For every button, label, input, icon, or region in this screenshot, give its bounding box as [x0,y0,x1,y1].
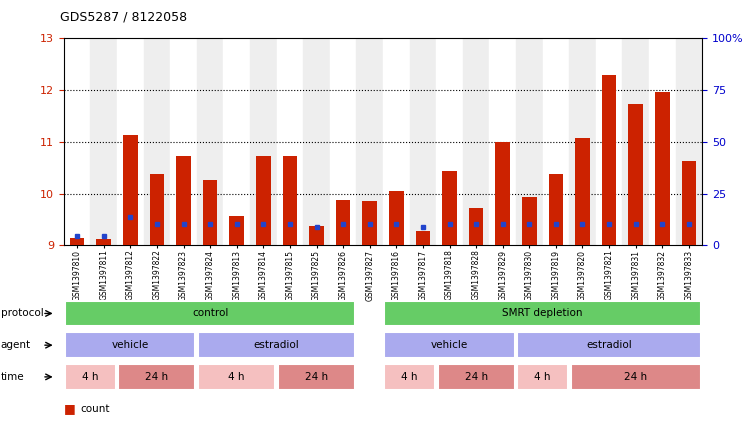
Text: control: control [192,308,228,319]
Bar [250,38,276,245]
Bar [385,332,514,358]
Bar [389,191,403,245]
Text: 24 h: 24 h [465,372,487,382]
Bar [197,38,224,245]
Bar [548,174,563,245]
Text: 4 h: 4 h [228,372,245,382]
Text: 24 h: 24 h [146,372,168,382]
Bar [170,38,197,245]
Bar [256,156,270,245]
Bar [149,174,164,245]
Bar [438,364,514,390]
Bar [119,364,195,390]
Text: agent: agent [1,340,31,350]
Bar [383,38,409,245]
Text: time: time [1,372,24,382]
Bar [463,38,490,245]
Bar [415,231,430,245]
Bar [309,226,324,245]
Bar [409,38,436,245]
Bar [357,38,383,245]
Bar [363,201,377,245]
Bar [278,364,355,390]
Bar [602,75,617,245]
Bar [516,38,543,245]
Text: vehicle: vehicle [431,340,468,350]
Bar [490,38,516,245]
Bar [629,104,643,245]
Text: 4 h: 4 h [82,372,98,382]
Text: GDS5287 / 8122058: GDS5287 / 8122058 [60,10,187,23]
Bar [385,301,701,326]
Bar [143,38,170,245]
Text: 24 h: 24 h [624,372,647,382]
Bar [64,38,90,245]
Bar [224,38,250,245]
Bar [469,208,484,245]
Text: ■: ■ [64,403,76,415]
Bar [517,364,568,390]
Text: SMRT depletion: SMRT depletion [502,308,583,319]
Text: count: count [80,404,110,414]
Bar [229,216,244,245]
Bar [575,137,590,245]
Bar [198,332,355,358]
Bar [522,197,537,245]
Text: estradiol: estradiol [587,340,632,350]
Bar [336,200,351,245]
Text: estradiol: estradiol [254,340,300,350]
Bar [282,156,297,245]
Text: vehicle: vehicle [112,340,149,350]
Bar [682,161,696,245]
Bar [649,38,676,245]
Bar [517,332,701,358]
Bar [276,38,303,245]
Text: 24 h: 24 h [305,372,328,382]
Bar [442,171,457,245]
Text: 4 h: 4 h [401,372,418,382]
Bar [571,364,701,390]
Bar [436,38,463,245]
Bar [496,142,510,245]
Bar [123,135,137,245]
Text: 4 h: 4 h [535,372,550,382]
Bar [330,38,357,245]
Bar [596,38,623,245]
Bar [303,38,330,245]
Bar [385,364,435,390]
Bar [65,301,355,326]
Bar [176,156,191,245]
Bar [65,332,195,358]
Bar [96,239,111,245]
Bar [543,38,569,245]
Bar [90,38,117,245]
Bar [676,38,702,245]
Bar [70,238,84,245]
Bar [203,179,218,245]
Bar [65,364,116,390]
Bar [117,38,143,245]
Bar [569,38,596,245]
Bar [623,38,649,245]
Bar [198,364,276,390]
Bar [655,93,670,245]
Text: protocol: protocol [1,308,44,319]
